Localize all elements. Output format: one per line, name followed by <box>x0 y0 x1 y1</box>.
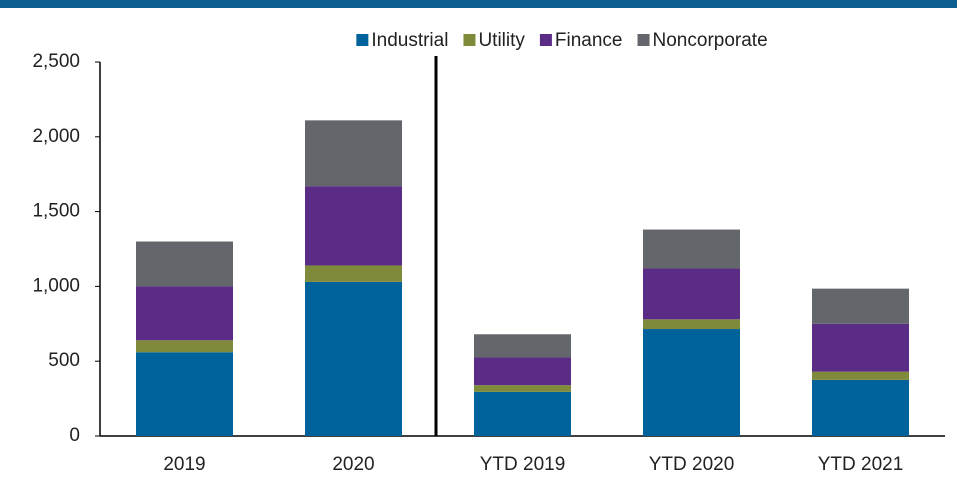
legend-label: Industrial <box>371 30 448 51</box>
bar-segment <box>305 120 402 187</box>
x-tick-label: 2019 <box>163 454 205 475</box>
bar-segment <box>136 286 233 341</box>
bar-segment <box>643 268 740 320</box>
y-tick-label: 0 <box>69 425 80 446</box>
bar-segment <box>812 288 909 324</box>
x-tick-label: YTD 2021 <box>818 454 904 475</box>
bar-segment <box>643 329 740 436</box>
y-tick-label: 2,500 <box>32 51 80 72</box>
legend-swatch <box>463 34 476 46</box>
bar-segment <box>136 241 233 287</box>
bar-segment <box>643 229 740 269</box>
bar-segment <box>305 186 402 266</box>
bar-segment <box>136 340 233 353</box>
y-tick-label: 1,000 <box>32 275 80 296</box>
bar-segment <box>305 281 402 436</box>
bar-segment <box>812 371 909 380</box>
bar-segment <box>474 334 571 358</box>
bar-segment <box>136 352 233 436</box>
y-tick-label: 1,500 <box>32 201 80 222</box>
legend-label: Noncorporate <box>653 30 768 51</box>
y-tick-label: 500 <box>48 350 80 371</box>
legend-label: Utility <box>478 30 525 51</box>
legend-swatch <box>539 34 552 46</box>
header-band <box>0 0 957 8</box>
x-tick-label: 2020 <box>332 454 374 475</box>
x-tick-label: YTD 2020 <box>649 454 735 475</box>
bar-segment <box>305 265 402 282</box>
x-tick-label: YTD 2019 <box>480 454 566 475</box>
bar-segment <box>474 391 571 436</box>
bar-segment <box>812 323 909 372</box>
bar-segment <box>643 319 740 330</box>
y-tick-label: 2,000 <box>32 126 80 147</box>
bar-segment <box>474 385 571 392</box>
legend-swatch <box>356 34 369 46</box>
bar-segment <box>812 379 909 436</box>
legend-label: Finance <box>555 30 623 51</box>
legend-swatch <box>637 34 650 46</box>
bar-segment <box>474 357 571 386</box>
